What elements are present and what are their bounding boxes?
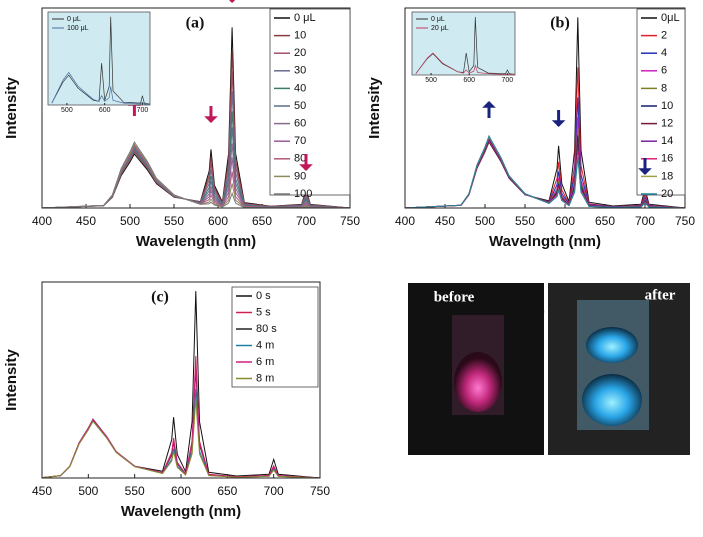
- x-tick-label: 700: [137, 107, 149, 114]
- x-tick-label: 500: [61, 107, 73, 114]
- x-tick-label: 750: [310, 484, 330, 498]
- x-axis-title: Wavelength (nm): [136, 233, 256, 250]
- glow: [582, 374, 642, 426]
- x-tick-label: 600: [171, 484, 191, 498]
- spectrum-line: [415, 52, 515, 75]
- legend-label: 40: [294, 82, 306, 94]
- x-tick-label: 550: [164, 214, 184, 228]
- x-tick-label: 500: [78, 484, 98, 498]
- arrow-head: [204, 116, 218, 124]
- legend-label: 14: [661, 135, 673, 147]
- x-tick-label: 400: [32, 214, 52, 228]
- legend-label: 4: [661, 47, 667, 59]
- legend-label: 10: [661, 100, 673, 112]
- x-tick-label: 600: [555, 214, 575, 228]
- spectrum-line: [51, 71, 150, 105]
- legend-label: 6: [661, 65, 667, 77]
- legend-label: 30: [294, 65, 306, 77]
- x-tick-label: 600: [99, 107, 111, 114]
- x-tick-label: 700: [264, 484, 284, 498]
- legend-label: 70: [294, 135, 306, 147]
- x-tick-label: 650: [217, 484, 237, 498]
- x-tick-label: 650: [595, 214, 615, 228]
- arrow-head: [482, 100, 496, 108]
- glow: [586, 327, 638, 363]
- panel-label: (d): [525, 303, 545, 320]
- legend-label: 80 s: [256, 323, 277, 335]
- legend-label: 10: [294, 30, 306, 42]
- x-axis-title: Wavelngth (nm): [489, 233, 601, 250]
- x-tick-label: 600: [208, 214, 228, 228]
- x-tick-label: 500: [425, 77, 437, 84]
- x-tick-label: 500: [475, 214, 495, 228]
- x-tick-label: 700: [296, 214, 316, 228]
- x-tick-label: 650: [252, 214, 272, 228]
- spectrum-line: [415, 16, 516, 75]
- legend-label: 5 s: [256, 306, 271, 318]
- arrow-head: [638, 168, 652, 176]
- spectrum-line: [41, 389, 321, 479]
- x-tick-label: 450: [32, 484, 52, 498]
- x-tick-label: 450: [435, 214, 455, 228]
- legend-label: 4 m: [256, 339, 274, 351]
- x-tick-label: 600: [463, 77, 475, 84]
- y-axis-title: Intensity: [3, 77, 20, 139]
- y-axis-title: Intensity: [3, 349, 20, 411]
- legend-box: [231, 286, 319, 388]
- spectrum-line: [404, 134, 686, 209]
- legend-label: 8: [661, 82, 667, 94]
- x-tick-label: 550: [515, 214, 535, 228]
- legend-label: 60: [294, 118, 306, 130]
- panel-label: (c): [151, 289, 169, 306]
- inset-legend-label: 0 μL: [431, 16, 445, 23]
- legend-label: 80: [294, 153, 306, 165]
- panel-label: (a): [186, 15, 205, 32]
- spectrum-line: [41, 398, 321, 479]
- arrow-head: [551, 120, 566, 128]
- x-tick-label: 500: [120, 214, 140, 228]
- panel-label: (b): [550, 15, 570, 32]
- caption: before: [434, 289, 475, 305]
- legend-label: 0μL: [661, 12, 680, 24]
- x-tick-label: 750: [675, 214, 695, 228]
- x-tick-label: 700: [502, 77, 514, 84]
- photo-after: [548, 283, 690, 455]
- y-axis-title: Intensity: [366, 77, 383, 139]
- spectrum-line: [51, 16, 151, 105]
- photo-panel: before after (d): [408, 283, 690, 455]
- inset-frame: [47, 11, 151, 106]
- x-tick-label: 550: [125, 484, 145, 498]
- legend-label: 90: [294, 170, 306, 182]
- x-tick-label: 400: [395, 214, 415, 228]
- x-tick-label: 450: [76, 214, 96, 228]
- legend-label: 6 m: [256, 356, 274, 368]
- legend-label: 2: [661, 30, 667, 42]
- arrow-head: [229, 0, 236, 4]
- legend-label: 12: [661, 118, 673, 130]
- legend-label: 20: [661, 188, 673, 200]
- legend-label: 18: [661, 170, 673, 182]
- inset-legend-label: 0 μL: [67, 16, 81, 23]
- x-tick-label: 750: [340, 214, 360, 228]
- legend-label: 0 μL: [294, 12, 316, 24]
- legend-label: 20: [294, 47, 306, 59]
- glow: [454, 352, 502, 412]
- inset-legend-label: 100 μL: [67, 25, 89, 32]
- legend-label: 16: [661, 153, 673, 165]
- legend-label: 8 m: [256, 372, 274, 384]
- caption: after: [645, 287, 676, 303]
- legend-box: [269, 8, 351, 196]
- x-axis-title: Wavelength (nm): [121, 503, 241, 520]
- inset-legend-label: 20 μL: [431, 25, 449, 32]
- legend-label: 100: [294, 188, 312, 200]
- legend-label: 0 s: [256, 290, 271, 302]
- legend-label: 50: [294, 100, 306, 112]
- plot-frame: [41, 281, 321, 479]
- x-tick-label: 700: [635, 214, 655, 228]
- arrow-head: [299, 164, 313, 172]
- inset-frame: [411, 11, 516, 76]
